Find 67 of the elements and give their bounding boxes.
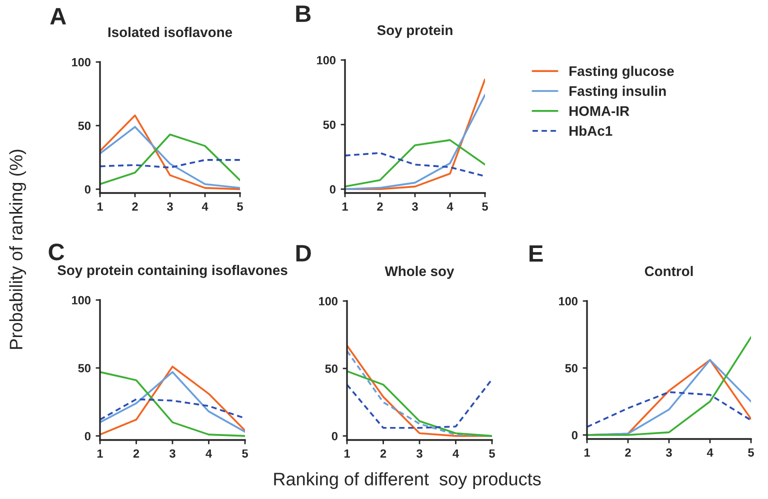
y-tick-label: 50	[565, 364, 578, 372]
y-tick-label: 0	[572, 431, 578, 440]
line-series	[347, 370, 492, 437]
x-tick-label: 3	[166, 202, 173, 211]
y-tick-label: 100	[72, 58, 90, 66]
y-tick-label: 100	[319, 297, 338, 306]
chart-title: Soy protein	[377, 24, 452, 38]
y-tick-label: 100	[317, 56, 336, 64]
y-tick-label: 50	[323, 120, 336, 129]
y-tick-label: 50	[78, 364, 90, 372]
x-tick-label: 3	[169, 449, 176, 458]
x-tick-label: 5	[237, 202, 243, 211]
x-tick-label: 3	[416, 449, 422, 458]
chart-title: Whole soy	[384, 266, 454, 279]
x-tick-label: 3	[412, 202, 418, 211]
y-tick-label: 0	[332, 432, 338, 440]
x-tick-label: 5	[748, 448, 754, 457]
x-tick-label: 2	[625, 448, 631, 457]
x-tick-label: 1	[344, 449, 350, 458]
line-series	[100, 159, 240, 168]
x-tick-label: 4	[202, 202, 208, 211]
x-tick-label: 2	[380, 449, 386, 458]
x-tick-label: 1	[342, 202, 348, 211]
text: D	[296, 245, 311, 262]
x-tick-label: 4	[452, 449, 459, 458]
y-tick-label: 100	[72, 296, 90, 304]
x-tick-label: 5	[242, 449, 248, 458]
x-tick-label: 2	[133, 449, 140, 458]
x-tick-label: 3	[666, 448, 672, 457]
legend-label: Fasting glucose	[570, 66, 674, 79]
x-tick-label: 1	[97, 202, 103, 211]
legend-label: HOMA-IR	[570, 106, 630, 116]
text: A	[50, 8, 66, 24]
y-tick-label: 100	[559, 297, 578, 306]
line-series	[100, 134, 240, 185]
x-tick-label: 2	[377, 202, 383, 211]
x-tick-label: 5	[489, 449, 495, 458]
text: C	[48, 244, 64, 260]
x-tick-label: 5	[482, 202, 488, 211]
x-tick-label: 1	[584, 448, 590, 457]
x-tick-label: 1	[97, 449, 103, 458]
line-series	[587, 391, 751, 428]
x-axis-title: Ranking of different soy products	[274, 472, 541, 490]
text: B	[296, 6, 311, 22]
line-series	[345, 139, 485, 188]
text: E	[530, 245, 543, 262]
line-series	[100, 398, 245, 421]
line-series	[587, 336, 751, 436]
x-tick-label: 4	[446, 202, 454, 211]
y-tick-label: 0	[330, 185, 336, 194]
x-tick-label: 4	[706, 448, 714, 457]
legend-label: HbAc1	[570, 126, 612, 136]
y-axis-title: Probability of ranking (%)	[9, 150, 26, 349]
y-tick-label: 0	[84, 432, 90, 440]
chart-title: Control	[644, 266, 693, 276]
line-series	[345, 152, 485, 178]
x-tick-label: 4	[206, 449, 212, 458]
legend-label: Fasting insulin	[570, 86, 666, 99]
line-series	[347, 378, 492, 429]
chart-title: Isolated isoflavone	[108, 26, 232, 38]
x-tick-label: 2	[132, 202, 138, 211]
chart-title: Soy protein containing isoflavones	[58, 264, 288, 278]
y-tick-label: 0	[84, 185, 90, 194]
line-series	[100, 114, 240, 190]
y-tick-label: 50	[78, 122, 90, 130]
y-tick-label: 50	[325, 364, 338, 373]
line-series	[100, 126, 240, 189]
